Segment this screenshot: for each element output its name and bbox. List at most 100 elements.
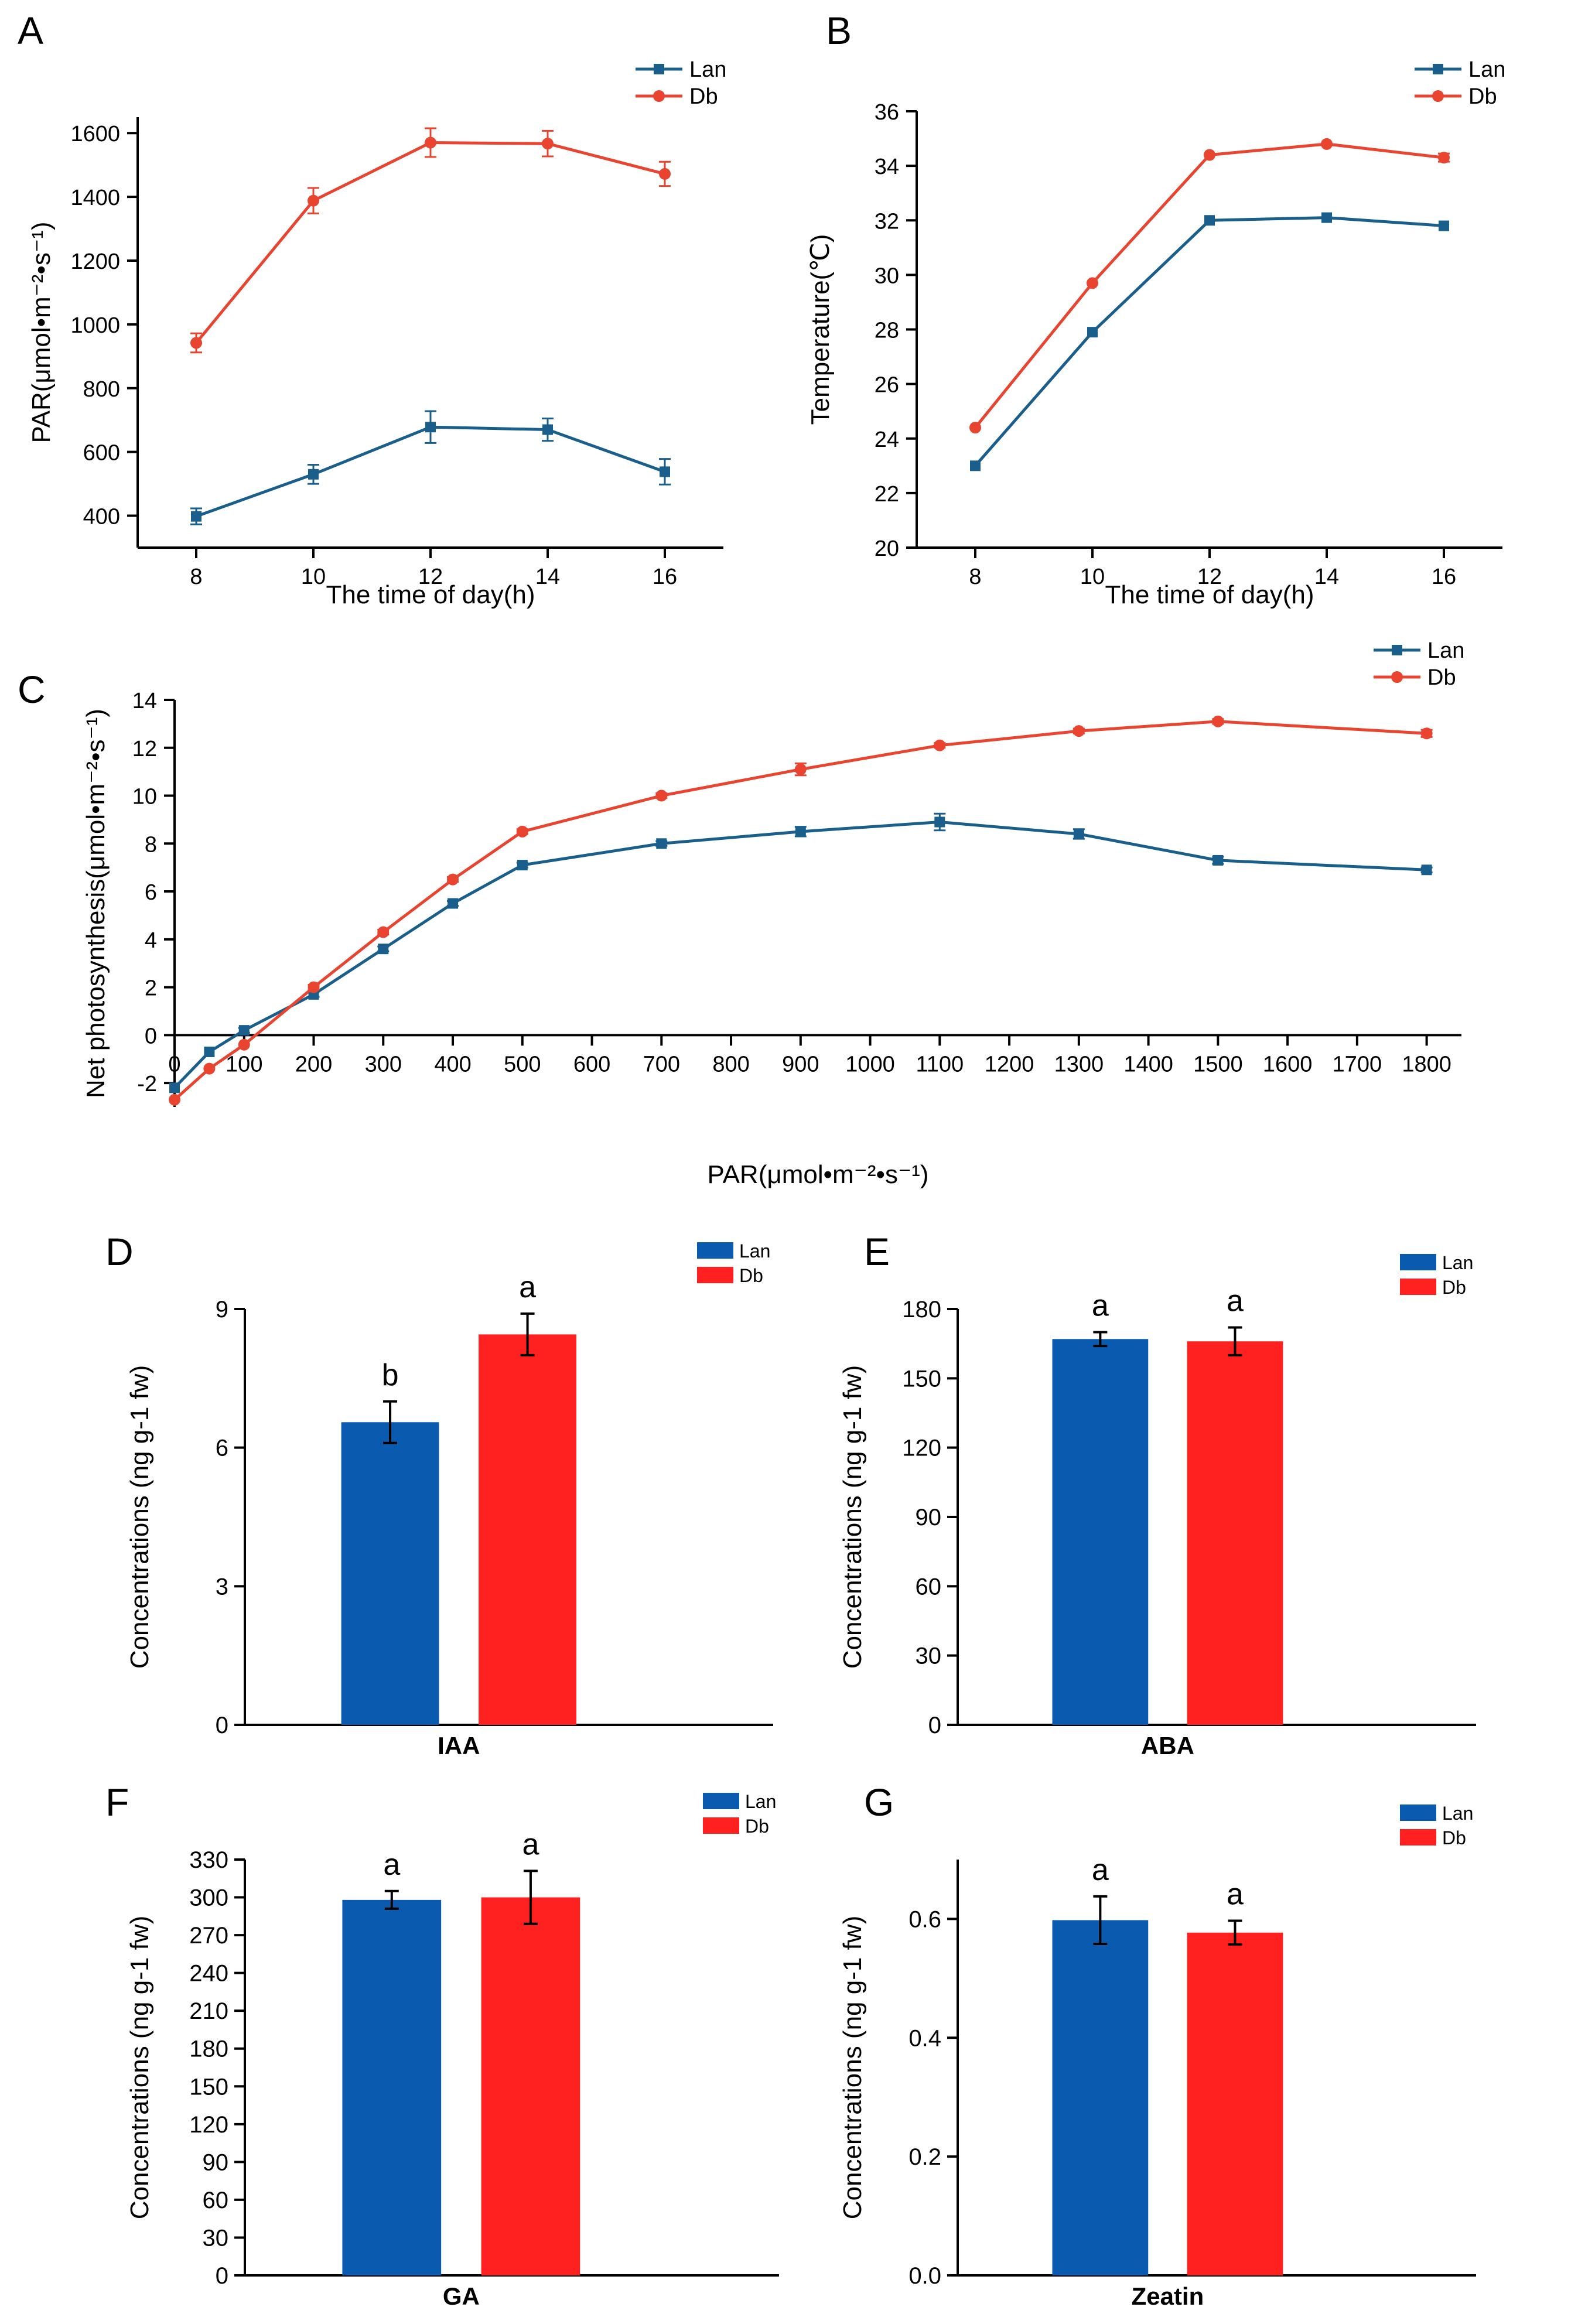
y-axis-label: Net photosynthesis(μmol•m⁻²•s⁻¹) xyxy=(81,709,110,1098)
y-tick-label: 300 xyxy=(189,1885,228,1911)
bar-db xyxy=(479,1334,577,1725)
x-tick-label: 1800 xyxy=(1402,1052,1451,1076)
y-tick-label: 28 xyxy=(875,319,899,343)
panel-letter: F xyxy=(105,1780,129,1824)
significance-letter: b xyxy=(382,1358,399,1392)
x-tick-label: 0 xyxy=(168,1052,180,1076)
category-label: GA xyxy=(443,2282,480,2310)
y-tick-label: 150 xyxy=(902,1366,941,1392)
significance-letter: a xyxy=(383,1848,400,1882)
panel-d: D 0 3 6 9 Concentrations (ng g-1 fw) b a IAA Lan D… xyxy=(105,1230,773,1759)
legend-label: Lan xyxy=(739,1240,770,1262)
x-tick-label: 10 xyxy=(301,565,326,589)
panel-e: E 0 30 60 90 120 150 180 Concentrations (ng g-1 … xyxy=(838,1230,1476,1759)
panel-g: G 0.0 0.2 0.4 0.6 Concentrations (ng g-1 fw) a… xyxy=(838,1780,1476,2310)
y-tick-label: 0 xyxy=(928,1713,941,1738)
x-tick-label: 500 xyxy=(504,1052,541,1076)
y-axis-label: Temperature(℃) xyxy=(806,234,835,425)
data-point-lan xyxy=(660,466,670,477)
y-tick-label: 120 xyxy=(902,1436,941,1461)
data-point-lan xyxy=(1204,215,1215,226)
legend-swatch xyxy=(1400,1829,1436,1845)
y-tick-label: 10 xyxy=(132,785,157,809)
significance-letter: a xyxy=(522,1827,539,1861)
x-tick-label: 900 xyxy=(782,1052,819,1076)
data-point-lan xyxy=(517,860,528,871)
legend-marker xyxy=(1433,64,1443,74)
y-tick-label: 0.2 xyxy=(908,2144,941,2170)
data-point-db xyxy=(659,168,671,180)
x-tick-label: 8 xyxy=(190,565,202,589)
legend-label: Db xyxy=(1468,84,1497,109)
data-point-db xyxy=(1438,152,1450,164)
y-tick-label: 60 xyxy=(916,1574,942,1600)
legend-swatch xyxy=(1400,1804,1436,1821)
y-tick-label: 800 xyxy=(83,377,120,402)
x-tick-label: 12 xyxy=(1197,565,1222,589)
panel-letter: D xyxy=(105,1230,134,1273)
data-point-db xyxy=(969,422,981,434)
y-tick-label: 180 xyxy=(189,2036,228,2062)
significance-letter: a xyxy=(1092,1853,1109,1887)
y-tick-label: 0 xyxy=(145,1024,157,1048)
x-tick-label: 1100 xyxy=(916,1052,964,1076)
data-point-db xyxy=(1420,727,1433,740)
data-point-db xyxy=(1204,149,1215,161)
data-point-lan xyxy=(795,826,806,837)
y-tick-label: 270 xyxy=(189,1923,228,1949)
data-point-db xyxy=(934,739,946,751)
y-tick-label: 0.0 xyxy=(908,2263,941,2289)
y-tick-label: 180 xyxy=(902,1297,941,1322)
y-tick-label: 14 xyxy=(132,689,157,713)
legend-label: Lan xyxy=(1468,57,1505,82)
y-tick-label: 8 xyxy=(145,832,157,857)
data-point-db xyxy=(1321,138,1333,150)
legend-marker xyxy=(653,90,665,102)
y-tick-label: 0 xyxy=(216,2263,228,2289)
y-tick-label: -2 xyxy=(137,1072,157,1096)
y-axis-label: PAR(μmol•m⁻²•s⁻¹) xyxy=(27,222,56,443)
panel-a: A 400 600 800 1000 1200 1400 1600 8 10 12 14 16 The t… xyxy=(18,9,726,609)
significance-letter: a xyxy=(519,1270,536,1304)
data-point-lan xyxy=(378,944,389,955)
y-axis-label: Concentrations (ng g-1 fw) xyxy=(125,1916,154,2219)
data-point-lan xyxy=(308,469,319,480)
y-tick-label: 0.6 xyxy=(908,1906,941,1932)
y-tick-label: 330 xyxy=(189,1847,228,1873)
y-tick-label: 30 xyxy=(203,2225,229,2251)
data-point-db xyxy=(203,1062,216,1075)
legend-marker xyxy=(1391,671,1403,683)
panel-letter: C xyxy=(18,668,46,711)
bar-db xyxy=(1187,1932,1283,2275)
legend-label: Db xyxy=(1427,665,1456,690)
x-tick-label: 200 xyxy=(295,1052,332,1076)
legend-label: Lan xyxy=(1427,638,1464,663)
legend-label: Db xyxy=(739,1265,763,1286)
y-tick-label: 2 xyxy=(145,976,157,1001)
x-tick-label: 1200 xyxy=(985,1052,1034,1076)
data-point-db xyxy=(238,1038,250,1051)
y-tick-label: 12 xyxy=(132,737,157,761)
y-axis-label: Concentrations (ng g-1 fw) xyxy=(125,1365,154,1669)
x-tick-label: 100 xyxy=(226,1052,262,1076)
panel-letter: E xyxy=(864,1230,890,1273)
y-tick-label: 1400 xyxy=(70,186,120,210)
x-tick-label: 700 xyxy=(643,1052,680,1076)
legend-label: Db xyxy=(1442,1827,1466,1848)
y-tick-label: 90 xyxy=(203,2149,229,2175)
x-tick-label: 10 xyxy=(1080,565,1105,589)
y-tick-label: 0 xyxy=(216,1713,228,1738)
data-point-lan xyxy=(1439,220,1449,231)
legend-marker xyxy=(654,64,664,74)
x-tick-label: 1500 xyxy=(1193,1052,1243,1076)
x-tick-label: 400 xyxy=(434,1052,471,1076)
legend-label: Lan xyxy=(1442,1803,1473,1824)
panel-c: C -2 0 2 4 6 8 10 12 14 0 100 200 300 400 500 600 700 800 9… xyxy=(18,638,1464,1189)
x-tick-label: 1600 xyxy=(1263,1052,1313,1076)
data-point-db xyxy=(1212,715,1224,727)
data-point-db xyxy=(308,194,319,207)
category-label: Zeatin xyxy=(1132,2282,1204,2310)
y-tick-label: 34 xyxy=(875,155,899,179)
data-point-lan xyxy=(656,838,667,849)
y-tick-label: 26 xyxy=(875,373,899,398)
